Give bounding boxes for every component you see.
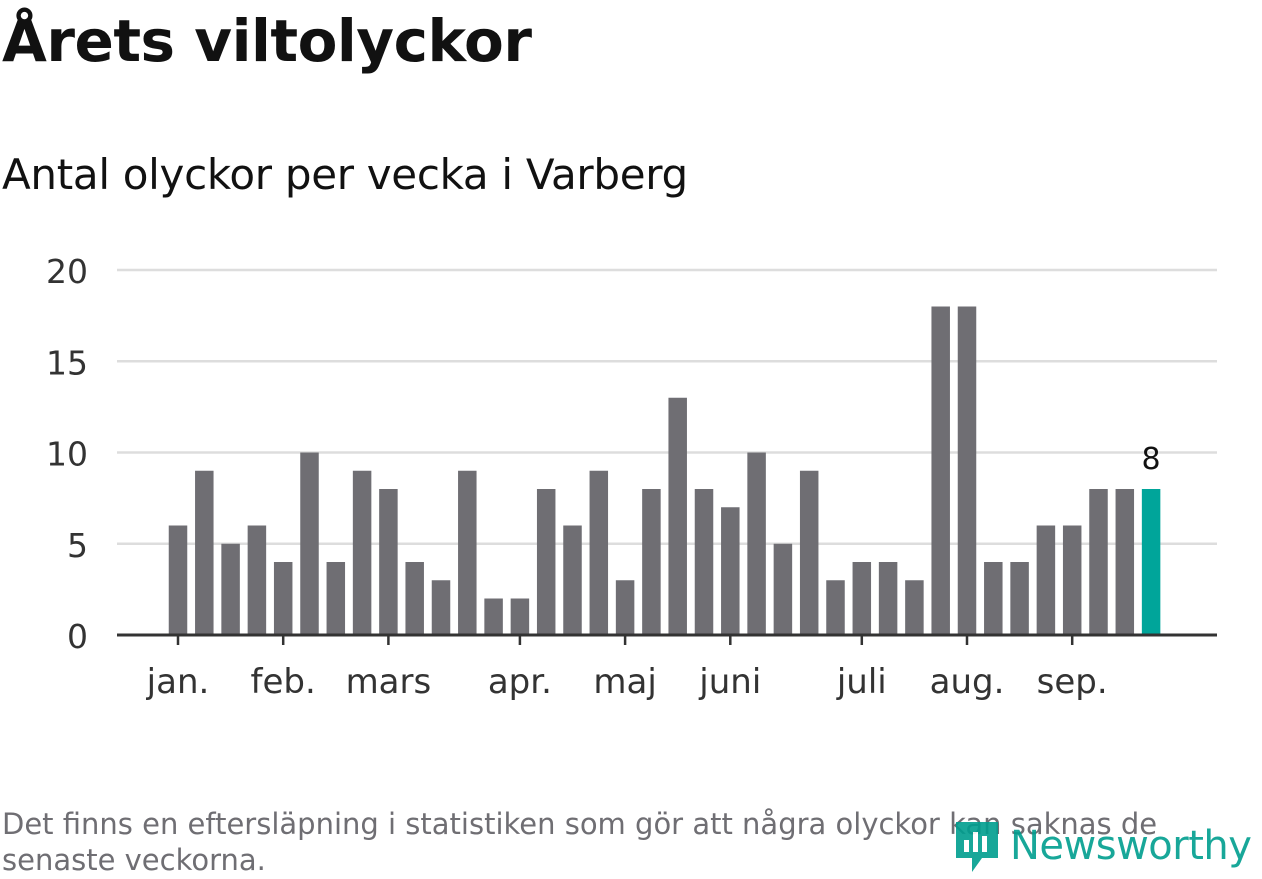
bar [563, 525, 582, 635]
bar [168, 525, 188, 635]
bar [957, 306, 977, 635]
bar [589, 470, 609, 635]
x-tick-label: maj [593, 662, 656, 702]
x-tick-label: feb. [251, 662, 316, 702]
bar [642, 489, 661, 635]
x-tick-label: sep. [1037, 662, 1108, 702]
x-tick-label: juni [698, 662, 761, 702]
y-tick-label: 0 [67, 617, 88, 656]
bar [1115, 489, 1135, 635]
y-tick-label: 10 [46, 435, 88, 474]
bar [273, 562, 293, 635]
bar [458, 470, 477, 635]
bar [668, 397, 687, 635]
weekly-accidents-bar-chart: 0 5 10 15 20 8 jan. feb. mars apr. maj juni juli aug.… [46, 252, 1217, 702]
bar [721, 507, 740, 635]
bar [195, 470, 214, 635]
bar [1010, 562, 1029, 635]
y-tick-label: 15 [46, 343, 88, 382]
bar [984, 562, 1003, 635]
chart-subtitle: Antal olyckor per vecka i Varberg [2, 150, 688, 199]
bar [431, 580, 451, 635]
bar [694, 489, 714, 635]
bar [326, 562, 346, 635]
newsworthy-logo-icon [956, 822, 998, 872]
chart-title: Årets viltolyckor [2, 7, 532, 75]
x-tick-label: jan. [146, 662, 210, 702]
bar [484, 598, 503, 635]
bar [799, 470, 819, 635]
bar [247, 525, 267, 635]
x-tick-label: juli [836, 662, 887, 702]
bar [379, 489, 398, 635]
bar [300, 452, 319, 635]
data-label: 8 [1142, 442, 1161, 477]
bar [931, 306, 950, 635]
bar [1089, 489, 1108, 635]
bar [878, 562, 898, 635]
bar [510, 598, 530, 635]
bar [221, 543, 240, 635]
newsworthy-logo-text: Newsworthy [1010, 823, 1252, 869]
bar [747, 452, 766, 635]
bar [1036, 525, 1056, 635]
x-tick-label: aug. [930, 662, 1005, 702]
y-tick-label: 5 [67, 526, 88, 565]
newsworthy-logo: Newsworthy [952, 818, 1252, 874]
bar [615, 580, 635, 635]
bar [1062, 525, 1082, 635]
bar [536, 489, 556, 635]
bar [773, 543, 793, 635]
x-tick-label: mars [346, 662, 432, 702]
bar [826, 580, 845, 635]
bar [905, 580, 924, 635]
bar [405, 562, 424, 635]
y-tick-label: 20 [46, 252, 88, 291]
x-tick-label: apr. [488, 662, 552, 702]
bar [1141, 489, 1161, 635]
bar [852, 562, 872, 635]
bar [352, 470, 372, 635]
